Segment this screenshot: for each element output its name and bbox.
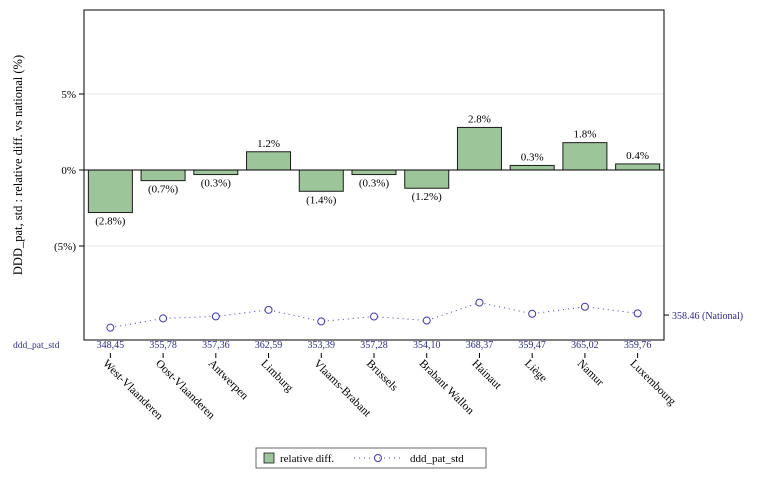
legend: relative diff. ddd_pat_std <box>255 447 487 469</box>
dot-series-point <box>159 314 168 323</box>
bar <box>140 169 186 182</box>
bar-data-label: (2.8%) <box>95 216 126 228</box>
bar <box>509 164 555 171</box>
bar-data-label: 2.8% <box>468 113 491 125</box>
dot-series-point <box>475 298 484 307</box>
bar-data-label: 0.4% <box>626 150 649 162</box>
table-value: 354,10 <box>413 340 441 351</box>
table-value: 348,45 <box>97 340 125 351</box>
bar-labels-layer: (2.8%) (0.7%) (0.3%) 1.2% (1.4%) (0.3%) (1.2%)… <box>95 113 649 227</box>
bar <box>351 169 397 176</box>
bar-data-label: (0.3%) <box>359 178 390 190</box>
dot-series-point <box>370 312 378 321</box>
dot-series-point <box>633 309 642 318</box>
bar-data-label: (0.3%) <box>201 178 232 190</box>
legend-label-bars: relative diff. <box>280 453 334 465</box>
table-value: 368,37 <box>466 340 494 351</box>
bar-data-label: (0.7%) <box>148 184 179 196</box>
table-value: 353,39 <box>308 340 336 351</box>
dot-series-point <box>580 302 589 311</box>
bar <box>193 169 239 176</box>
bar-data-label: 1.8% <box>573 129 596 141</box>
dot-series-point <box>106 323 115 332</box>
dot-series-point <box>422 316 431 325</box>
table-row-label: ddd_pat_std <box>13 341 60 351</box>
y-tick-label: (5%) <box>54 241 76 253</box>
y-tick-label: 0% <box>61 165 76 177</box>
bar <box>562 142 608 171</box>
bar <box>615 163 661 171</box>
bar <box>87 169 133 214</box>
bar <box>404 169 450 189</box>
table-value: 355,78 <box>149 340 177 351</box>
plot-frame <box>83 9 665 341</box>
bar <box>298 169 344 192</box>
bar <box>456 126 502 171</box>
bar-data-label: 1.2% <box>257 138 280 150</box>
table-value: 359,47 <box>518 340 546 351</box>
national-reference-label: 358.46 (National) <box>672 311 743 322</box>
bar-data-label: (1.4%) <box>306 194 337 206</box>
y-tick-label: 5% <box>61 89 76 101</box>
bar-data-label: (1.2%) <box>412 191 443 203</box>
table-value: 365,02 <box>571 340 599 351</box>
dot-series-layer <box>106 298 669 332</box>
table-value: 362,59 <box>255 340 283 351</box>
bar <box>246 151 292 171</box>
dot-series-point <box>317 317 326 326</box>
bar-data-label: 0.3% <box>521 151 544 163</box>
legend-bar-swatch <box>263 452 275 464</box>
y-axis-title: DDD_pat, std : relative diff. vs nationa… <box>11 55 25 275</box>
dot-series-point <box>264 305 273 314</box>
legend-label-dots: ddd_pat_std <box>410 453 464 465</box>
table-value: 359,76 <box>624 340 652 351</box>
value-table: 348,45 355,78 357,36 362,59 353,39 357,28 354,… <box>97 340 652 351</box>
table-value: 357,36 <box>202 340 230 351</box>
dot-series-point <box>211 312 220 321</box>
dot-series-point <box>528 309 537 318</box>
y-axis-ticks: 5% 0% (5%) <box>54 89 84 253</box>
table-value: 357,28 <box>360 340 388 351</box>
legend-dot-marker <box>374 454 382 462</box>
grid-layer <box>84 93 664 247</box>
legend-frame <box>255 447 487 469</box>
